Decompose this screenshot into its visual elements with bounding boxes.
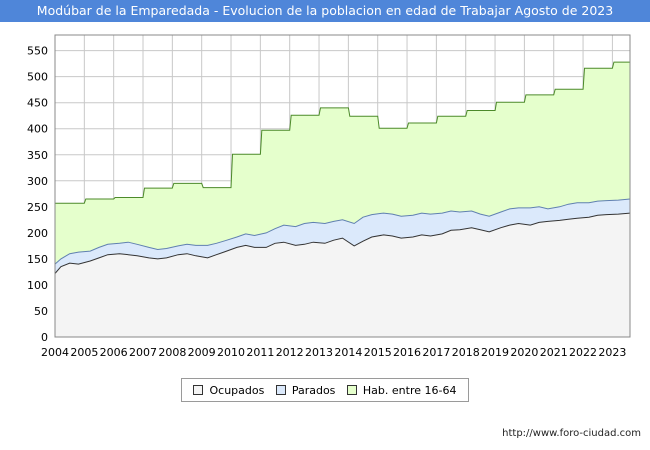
x-tick-label: 2014 bbox=[334, 346, 362, 359]
y-tick-label: 400 bbox=[27, 123, 48, 136]
parados-line bbox=[54, 198, 631, 265]
y-tick-label: 0 bbox=[41, 331, 48, 344]
hab-swatch bbox=[346, 385, 357, 395]
y-tick-label: 550 bbox=[27, 45, 48, 58]
ocupados-area bbox=[55, 213, 630, 337]
legend-label-parados: Parados bbox=[291, 383, 336, 397]
x-tick-label: 2008 bbox=[158, 346, 186, 359]
legend: Ocupados Parados Hab. entre 16-64 bbox=[181, 378, 469, 402]
x-tick-label: 2016 bbox=[393, 346, 421, 359]
legend-label-ocupados: Ocupados bbox=[209, 383, 265, 397]
chart-title: Modúbar de la Emparedada - Evolucion de … bbox=[0, 0, 650, 22]
y-tick-label: 250 bbox=[27, 201, 48, 214]
x-tick-label: 2010 bbox=[217, 346, 245, 359]
y-tick-label: 450 bbox=[27, 97, 48, 110]
y-tick-label: 300 bbox=[27, 175, 48, 188]
ocupados-swatch bbox=[193, 385, 204, 395]
y-tick-label: 200 bbox=[27, 227, 48, 240]
x-tick-label: 2007 bbox=[129, 346, 157, 359]
x-tick-label: 2015 bbox=[364, 346, 392, 359]
x-tick-label: 2023 bbox=[598, 346, 626, 359]
source-link[interactable]: http://www.foro-ciudad.com bbox=[502, 428, 641, 439]
y-tick-label: 50 bbox=[34, 305, 48, 318]
x-tick-label: 2012 bbox=[276, 346, 304, 359]
x-tick-label: 2006 bbox=[100, 346, 128, 359]
x-tick-label: 2022 bbox=[569, 346, 597, 359]
x-tick-label: 2018 bbox=[452, 346, 480, 359]
population-chart: 2004 2005 2006 2007 2008 2009 2010 2011 2012 2013… bbox=[27, 34, 631, 359]
y-tick-label: 150 bbox=[27, 253, 48, 266]
x-tick-label: 2004 bbox=[41, 346, 69, 359]
x-tick-label: 2020 bbox=[510, 346, 538, 359]
x-tick-label: 2009 bbox=[188, 346, 216, 359]
x-tick-label: 2017 bbox=[422, 346, 450, 359]
legend-item-parados: Parados bbox=[275, 383, 336, 397]
ocupados-line bbox=[54, 212, 631, 274]
y-tick-label: 500 bbox=[27, 71, 48, 84]
parados-swatch bbox=[275, 385, 286, 395]
legend-item-ocupados: Ocupados bbox=[193, 384, 264, 397]
plot-border bbox=[54, 34, 631, 338]
x-tick-label: 2011 bbox=[246, 346, 274, 359]
hab-line bbox=[55, 61, 630, 204]
x-tick-label: 2021 bbox=[540, 346, 568, 359]
y-tick-label: 100 bbox=[27, 279, 48, 292]
x-tick-label: 2005 bbox=[70, 346, 98, 359]
x-axis: 2004 2005 2006 2007 2008 2009 2010 2011 2012 2013… bbox=[41, 346, 626, 359]
x-tick-label: 2019 bbox=[481, 346, 509, 359]
y-tick-label: 350 bbox=[27, 149, 48, 162]
y-axis: 0 50 100 150 200 250 300 350 400 450 500 550 bbox=[27, 45, 48, 344]
legend-item-hab: Hab. entre 16-64 bbox=[346, 383, 457, 397]
x-tick-label: 2013 bbox=[305, 346, 333, 359]
series-areas bbox=[54, 34, 631, 338]
legend-label-hab: Hab. entre 16-64 bbox=[362, 383, 457, 397]
